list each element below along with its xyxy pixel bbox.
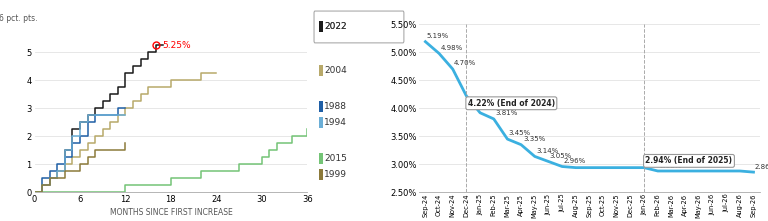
- Text: 3.05%: 3.05%: [550, 153, 572, 159]
- Bar: [319, 117, 323, 128]
- Text: 3.35%: 3.35%: [523, 136, 545, 143]
- Text: 6 pct. pts.: 6 pct. pts.: [0, 14, 38, 23]
- Text: 2022: 2022: [324, 23, 346, 31]
- Text: 2.96%: 2.96%: [564, 158, 586, 164]
- Bar: [319, 169, 323, 180]
- FancyBboxPatch shape: [314, 11, 404, 43]
- Bar: [319, 153, 323, 164]
- Text: 4.22% (End of 2024): 4.22% (End of 2024): [468, 99, 555, 108]
- Text: 3.81%: 3.81%: [496, 110, 518, 116]
- Text: 1994: 1994: [324, 118, 347, 127]
- Text: 2.86%: 2.86%: [755, 164, 768, 170]
- Text: 2022: 2022: [324, 23, 346, 31]
- Text: 1988: 1988: [324, 102, 347, 111]
- Text: 5.25%: 5.25%: [162, 41, 190, 50]
- Bar: [319, 21, 323, 32]
- Text: 4.70%: 4.70%: [454, 60, 476, 66]
- Text: 2.88%: 2.88%: [659, 163, 681, 169]
- Text: 5.19%: 5.19%: [427, 33, 449, 39]
- Text: 4.98%: 4.98%: [440, 45, 462, 51]
- X-axis label: MONTHS SINCE FIRST INCREASE: MONTHS SINCE FIRST INCREASE: [110, 208, 232, 217]
- Bar: [319, 21, 323, 32]
- Text: 1999: 1999: [324, 170, 347, 179]
- Text: 3.45%: 3.45%: [508, 130, 531, 136]
- Bar: [319, 101, 323, 112]
- Text: 3.14%: 3.14%: [536, 148, 558, 154]
- Text: 2004: 2004: [324, 66, 346, 75]
- Text: 2.94% (End of 2025): 2.94% (End of 2025): [645, 156, 733, 165]
- Bar: [319, 65, 323, 76]
- Text: 3.92%: 3.92%: [482, 104, 504, 110]
- Text: 2015: 2015: [324, 154, 347, 163]
